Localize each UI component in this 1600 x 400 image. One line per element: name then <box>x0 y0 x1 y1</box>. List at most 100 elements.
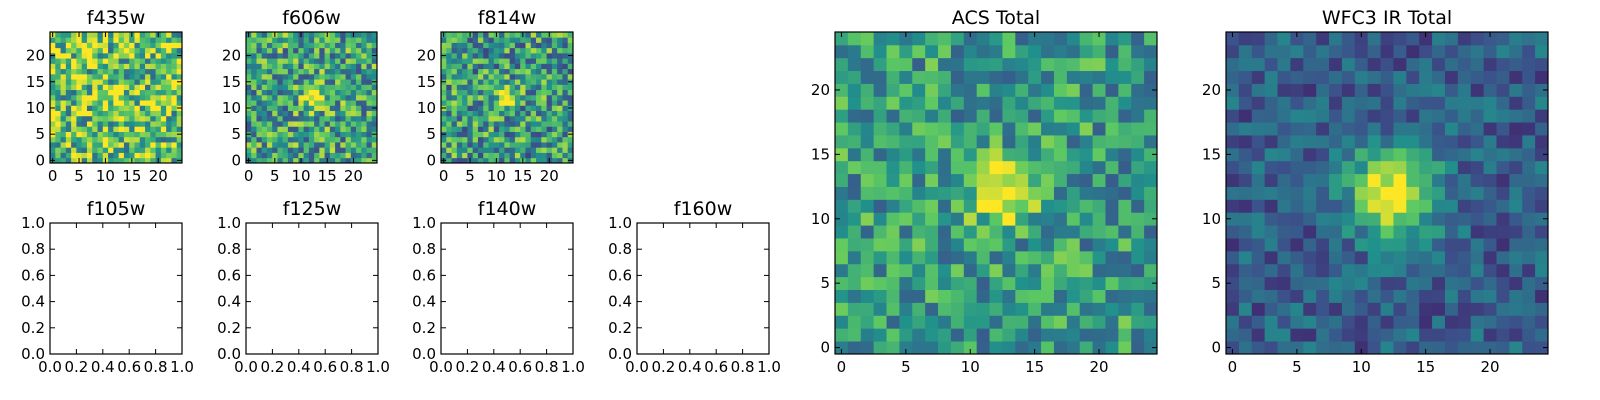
heatmap-cell <box>251 73 257 80</box>
heatmap-cell <box>303 136 310 143</box>
heatmap-cell <box>1444 199 1459 213</box>
heatmap-cell <box>541 79 547 85</box>
heatmap-cell <box>1393 96 1407 110</box>
heatmap-cell <box>873 135 887 149</box>
heatmap-cell <box>256 79 263 85</box>
heatmap-cell <box>1509 160 1523 175</box>
heatmap-cell <box>246 121 252 127</box>
heatmap-cell <box>1457 315 1472 329</box>
heatmap-cell <box>308 157 315 164</box>
heatmap-cell <box>266 37 273 43</box>
heatmap-cell <box>118 89 125 96</box>
heatmap-cell <box>256 47 263 54</box>
heatmap-cell <box>1041 160 1055 175</box>
heatmap-cell <box>1092 212 1106 226</box>
heatmap-cell <box>65 73 72 80</box>
heatmap-cell <box>551 52 558 59</box>
heatmap-cell <box>371 121 378 127</box>
heatmap-cell <box>1041 289 1055 303</box>
heatmap-cell <box>350 79 357 85</box>
heatmap-cell <box>976 44 990 59</box>
heatmap-cell <box>1522 238 1536 252</box>
heatmap-cell <box>139 58 146 64</box>
heatmap-cell <box>1303 173 1317 187</box>
heatmap-cell <box>488 32 495 38</box>
heatmap-cell <box>509 47 516 54</box>
heatmap-cell <box>530 126 537 132</box>
heatmap-cell <box>1457 276 1472 290</box>
heatmap-cell <box>989 122 1003 136</box>
heatmap-cell <box>256 142 263 148</box>
heatmap-cell <box>113 131 120 138</box>
heatmap-cell <box>938 186 952 200</box>
heatmap-cell <box>1264 289 1278 303</box>
heatmap-cell <box>123 136 130 143</box>
heatmap-cell <box>1522 315 1536 329</box>
heatmap-cell <box>303 152 310 159</box>
heatmap-cell <box>441 100 447 106</box>
heatmap-cell <box>1079 250 1093 265</box>
heatmap-cell <box>1535 186 1549 200</box>
heatmap-cell <box>1316 212 1330 226</box>
heatmap-cell <box>1393 44 1407 59</box>
heatmap-cell <box>1496 328 1510 342</box>
heatmap-cell <box>488 47 495 54</box>
heatmap-cell <box>488 89 495 96</box>
heatmap-cell <box>520 152 526 159</box>
heatmap-cell <box>266 147 273 153</box>
heatmap-cell <box>166 47 172 54</box>
heatmap-cell <box>499 110 505 117</box>
heatmap-cell <box>60 32 67 38</box>
heatmap-cell <box>113 157 120 164</box>
heatmap-cell <box>102 42 109 49</box>
heatmap-cell <box>504 37 511 43</box>
heatmap-cell <box>308 89 315 96</box>
heatmap-cell <box>60 84 67 91</box>
heatmap-cell <box>176 147 183 153</box>
heatmap-cell <box>308 121 315 127</box>
heatmap-cell <box>303 47 310 54</box>
heatmap-cell <box>123 121 130 127</box>
heatmap-cell <box>520 131 526 138</box>
heatmap-cell <box>541 126 547 132</box>
heatmap-cell <box>1483 238 1497 252</box>
heatmap-cell <box>860 32 875 46</box>
heatmap-cell <box>989 328 1003 342</box>
heatmap-cell <box>86 63 93 70</box>
heatmap-cell <box>102 152 109 159</box>
heatmap-cell <box>1444 250 1459 265</box>
heatmap-cell <box>1028 57 1042 72</box>
heatmap-cell <box>319 147 325 153</box>
heatmap-cell <box>324 63 331 70</box>
heatmap-cell <box>963 135 978 149</box>
heatmap-cell <box>1303 160 1317 175</box>
heatmap-cell <box>546 131 553 138</box>
x-tick-label: 1.0 <box>561 358 585 376</box>
heatmap-cell <box>366 126 373 132</box>
heatmap-cell <box>1457 57 1472 72</box>
heatmap-cell <box>1406 199 1420 213</box>
heatmap-cell <box>1470 341 1484 355</box>
heatmap-cell <box>1367 96 1381 110</box>
heatmap-cell <box>483 157 489 164</box>
heatmap-cell <box>1303 263 1317 278</box>
heatmap-cell <box>282 84 289 91</box>
heatmap-cell <box>150 32 156 38</box>
heatmap-cell <box>1251 83 1266 97</box>
x-tick-label: 20 <box>1480 358 1499 376</box>
heatmap-cell <box>514 79 521 85</box>
heatmap-cell <box>134 157 141 164</box>
heatmap-cell <box>1354 57 1369 72</box>
heatmap-cell <box>1341 225 1356 239</box>
heatmap-cell <box>340 73 346 80</box>
heatmap-cell <box>345 152 352 159</box>
heatmap-cell <box>835 212 849 226</box>
heatmap-cell <box>1028 263 1042 278</box>
heatmap-cell <box>1444 147 1459 162</box>
heatmap-cell <box>139 73 146 80</box>
heatmap-cell <box>1406 160 1420 175</box>
heatmap-cell <box>81 32 88 38</box>
heatmap-cell <box>345 73 352 80</box>
heatmap-cell <box>350 126 357 132</box>
heatmap-cell <box>345 136 352 143</box>
